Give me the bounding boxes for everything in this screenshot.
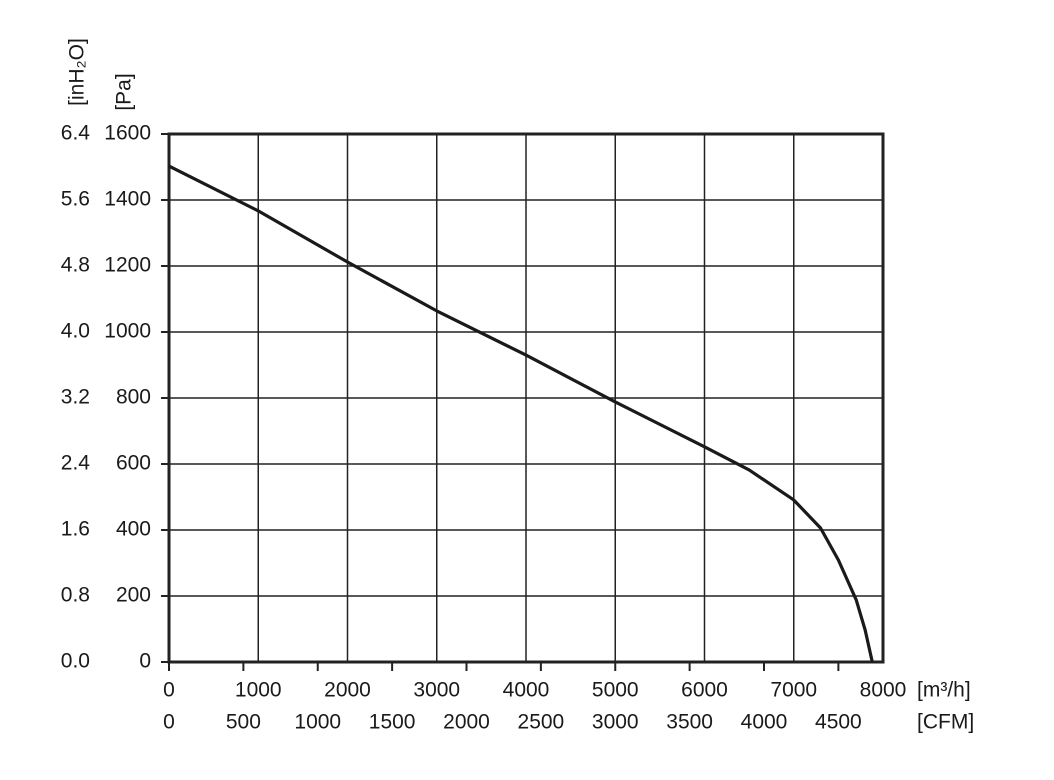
x2-tick-label: 3000 [592,711,639,734]
y-tick-label: 1000 [104,320,151,343]
x-tick-label: 7000 [770,679,817,702]
y2-tick-label: 2.4 [61,452,91,475]
y-tick-label: 1600 [104,122,151,145]
y2-tick-label: 4.8 [61,254,90,277]
x2-tick-label: 2500 [518,711,565,734]
fan-curve [168,164,874,663]
y-tick-label: 600 [116,452,151,475]
y-tick-label: 1400 [104,188,151,211]
y2-tick-label: 6.4 [61,122,91,145]
x-tick-label: 8000 [860,679,907,702]
x2-tick-label: 3500 [666,711,713,734]
x2-axis-label: [CFM] [917,711,974,734]
y-tick-label: 200 [116,584,151,607]
y-tick-label: 800 [116,386,151,409]
x-tick-label: 3000 [413,679,460,702]
y2-tick-label: 4.0 [61,320,90,343]
y2-tick-label: 0.0 [61,650,90,673]
y-tick-label: 1200 [104,254,151,277]
x2-tick-label: 4000 [741,711,788,734]
x2-tick-label: 500 [226,711,261,734]
x2-tick-label: 4500 [815,711,862,734]
y2-axis-label: [inH₂O] [66,38,89,106]
x-tick-label: 2000 [324,679,371,702]
plot-frame [167,132,885,664]
x-tick-label: 4000 [503,679,550,702]
x2-tick-label: 0 [163,711,175,734]
x2-tick-label: 1000 [294,711,341,734]
y-tick-label: 0 [139,650,151,673]
x2-tick-label: 2000 [443,711,490,734]
x-tick-label: 5000 [592,679,639,702]
x-axis-label: [m³/h] [917,679,971,702]
x-tick-label: 1000 [235,679,282,702]
x-tick-label: 0 [163,679,175,702]
y2-tick-label: 1.6 [61,518,90,541]
y2-tick-label: 0.8 [61,584,90,607]
y-axis-label: [Pa] [113,73,136,110]
y-tick-label: 400 [116,518,151,541]
x-tick-label: 6000 [681,679,728,702]
x2-tick-label: 1500 [369,711,416,734]
y2-tick-label: 3.2 [61,386,90,409]
y2-tick-label: 5.6 [61,188,90,211]
